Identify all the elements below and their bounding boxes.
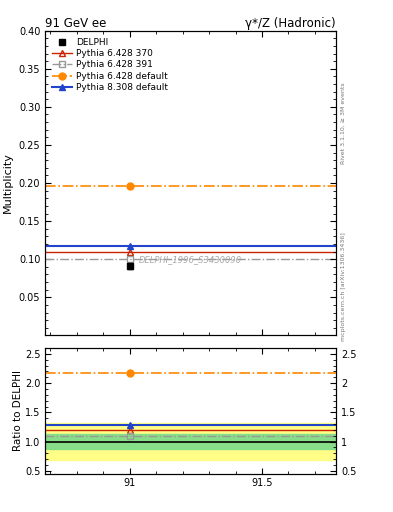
Text: 91 GeV ee: 91 GeV ee [45, 16, 107, 30]
Bar [45, 423, 336, 460]
Y-axis label: Ratio to DELPHI: Ratio to DELPHI [13, 370, 24, 452]
Text: γ*/Z (Hadronic): γ*/Z (Hadronic) [245, 16, 336, 30]
Legend: DELPHI, Pythia 6.428 370, Pythia 6.428 391, Pythia 6.428 default, Pythia 8.308 d: DELPHI, Pythia 6.428 370, Pythia 6.428 3… [50, 35, 171, 95]
Text: DELPHI_1996_S3430090: DELPHI_1996_S3430090 [139, 254, 242, 264]
Bar [45, 434, 336, 449]
Text: mcplots.cern.ch [arXiv:1306.3436]: mcplots.cern.ch [arXiv:1306.3436] [341, 232, 346, 341]
Y-axis label: Multiplicity: Multiplicity [3, 153, 13, 214]
Text: Rivet 3.1.10, ≥ 3M events: Rivet 3.1.10, ≥ 3M events [341, 82, 346, 164]
